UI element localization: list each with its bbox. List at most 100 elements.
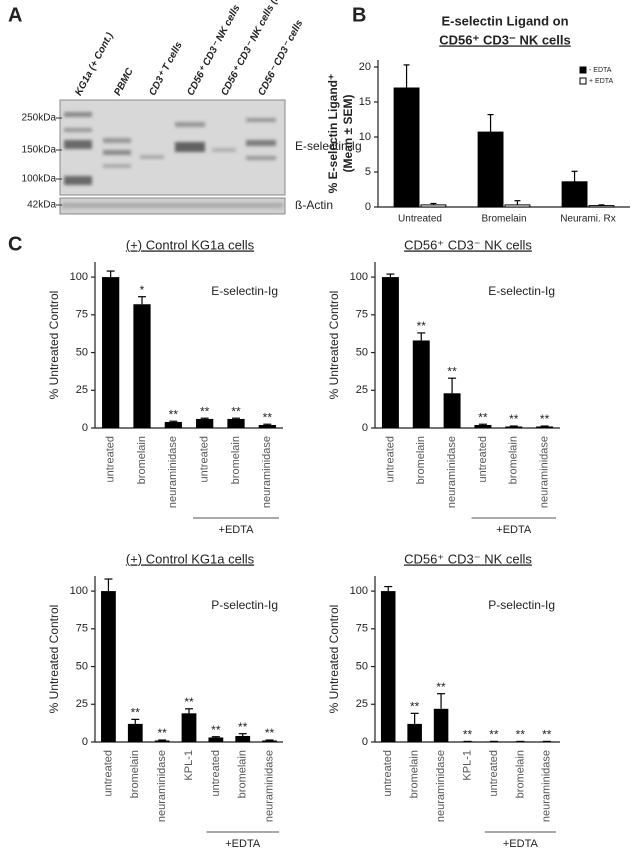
x-tick-label: Neurami. Rx [560,214,616,225]
annotation: P-selectin-Ig [488,598,555,612]
lane-label: PBMC [112,66,136,98]
bar [262,740,277,742]
chart-title: E-selectin Ligand on [441,13,568,28]
x-tick-label: bromelain [230,436,242,484]
y-tick-label: 75 [76,309,88,321]
bar [227,418,245,428]
y-tick-label: 0 [82,736,88,748]
significance: ** [169,407,179,421]
y-tick-label: 50 [76,346,88,358]
y-tick-label: 25 [356,698,368,710]
significance: * [140,283,145,297]
bar [208,737,224,742]
bar [433,708,449,742]
y-tick-label: 50 [356,346,368,358]
y-tick-label: 50 [356,660,368,672]
y-axis-label: (Mean ± SEM) [341,95,355,173]
y-tick-label: 25 [356,384,368,396]
y-axis-label: % Untreated Control [47,605,61,714]
bar [420,204,447,208]
y-tick-label: 15 [359,96,371,108]
y-tick-label: 0 [365,201,371,213]
significance: ** [184,695,194,709]
y-tick-label: 75 [356,309,368,321]
x-tick-label: neuraminidase [261,436,273,508]
y-tick-label: 100 [350,585,368,597]
x-tick-label: bromelain [508,436,520,484]
blot-membrane [59,99,286,196]
significance: ** [131,706,141,720]
group-label: +EDTA [496,524,532,536]
bar [127,723,143,742]
x-tick-label: bromelain [136,436,148,484]
significance: ** [263,410,273,424]
chart-title: (+) Control KG1a cells [126,237,255,252]
marker-label: 100kDa [22,174,57,185]
y-tick-label: 75 [76,623,88,635]
bar [561,181,588,208]
bar [393,87,420,208]
panel-label: B [352,4,366,26]
significance: ** [447,364,457,378]
group-label: +EDTA [225,838,261,850]
bar [504,204,531,208]
y-tick-label: 20 [359,61,371,73]
bar [133,304,151,428]
panel-label: A [8,4,22,26]
significance: ** [265,726,275,740]
x-tick-label: untreated [488,750,500,796]
x-tick-label: KPL-1 [183,750,195,781]
y-axis-label: % E-selectin Ligand⁺ [326,74,340,194]
annotation: P-selectin-Ig [211,598,278,612]
bar [505,426,523,428]
band-label: ß-Actin [295,198,333,212]
y-tick-label: 25 [76,384,88,396]
y-axis-label: % Untreated Control [327,291,341,400]
bar [235,735,251,742]
bar [196,418,214,428]
x-tick-label: neuraminidase [156,750,168,822]
significance: ** [540,412,550,426]
y-tick-label: 75 [356,623,368,635]
significance: ** [231,404,241,418]
y-tick-label: 0 [362,422,368,434]
panel-label: C [8,233,22,255]
x-tick-label: bromelain [237,750,249,798]
legend-label: + EDTA [589,78,614,85]
significance: ** [478,410,488,424]
y-axis-label: % Untreated Control [47,291,61,400]
chart-title: CD56⁺ CD3⁻ NK cells [404,551,532,566]
lane-label: KG1a (+ Cont.) [73,30,116,97]
x-tick-label: neuraminidase [541,750,553,822]
significance: ** [238,720,248,734]
marker-label: 250kDa [22,113,57,124]
group-label: +EDTA [219,524,255,536]
legend-swatch [579,66,587,74]
x-tick-label: bromelain [409,750,421,798]
y-tick-label: 0 [362,736,368,748]
bar [407,723,422,742]
lane-label: CD3⁺ T cells [147,40,185,98]
group-label: +EDTA [503,838,539,850]
x-tick-label: untreated [384,436,396,482]
significance: ** [463,728,473,742]
y-tick-label: 0 [82,422,88,434]
marker-label: 42kDa [27,200,56,211]
x-tick-label: neuraminidase [435,750,447,822]
bar [164,421,182,428]
bar [443,393,461,428]
chart-title: CD56⁺ CD3⁻ NK cells [439,32,571,47]
significance: ** [157,726,167,740]
x-tick-label: untreated [477,436,489,482]
significance: ** [417,319,427,333]
y-tick-label: 50 [76,660,88,672]
blot [59,99,286,215]
bar [258,424,276,428]
actin-band [62,203,283,208]
significance: ** [211,723,221,737]
bar [380,591,396,742]
bar [181,713,197,742]
x-tick-label: untreated [382,750,394,796]
blot-bands [64,112,276,185]
x-tick-label: untreated [102,750,114,796]
